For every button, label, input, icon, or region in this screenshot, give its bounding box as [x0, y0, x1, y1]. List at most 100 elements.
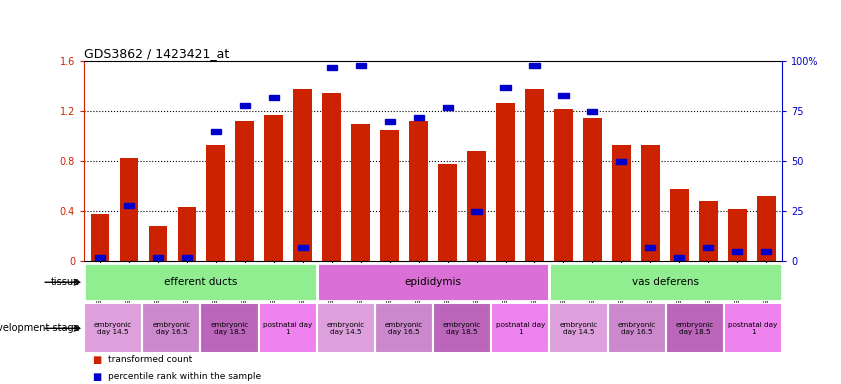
Bar	[84, 303, 142, 353]
Bar	[549, 303, 607, 353]
Bar	[724, 303, 782, 353]
Bar	[84, 263, 317, 301]
Text: ■: ■	[93, 355, 102, 365]
Bar	[727, 209, 747, 261]
Bar	[294, 89, 312, 261]
Bar	[607, 303, 666, 353]
Bar	[269, 95, 279, 100]
Text: embryonic
day 14.5: embryonic day 14.5	[327, 322, 365, 335]
Text: embryonic
day 18.5: embryonic day 18.5	[676, 322, 714, 335]
Bar	[235, 121, 254, 261]
Bar	[124, 203, 134, 208]
Bar	[491, 303, 549, 353]
Bar	[549, 303, 607, 353]
Bar	[264, 115, 283, 261]
Bar	[207, 145, 225, 261]
Bar	[317, 263, 549, 301]
Text: efferent ducts: efferent ducts	[164, 277, 237, 287]
Bar	[587, 109, 597, 114]
Bar	[182, 255, 192, 260]
Bar	[433, 303, 491, 353]
Bar	[317, 303, 375, 353]
Text: embryonic
day 18.5: embryonic day 18.5	[210, 322, 249, 335]
Bar	[666, 303, 724, 353]
Bar	[525, 89, 544, 261]
Bar	[554, 109, 573, 261]
Bar	[724, 303, 782, 353]
Bar	[322, 93, 341, 261]
Bar	[641, 145, 659, 261]
Bar	[674, 255, 685, 260]
Text: epididymis: epididymis	[405, 277, 462, 287]
Bar	[259, 303, 317, 353]
Bar	[645, 245, 655, 250]
Bar	[200, 303, 259, 353]
Bar	[549, 263, 782, 301]
Bar	[583, 118, 602, 261]
Bar	[666, 303, 724, 353]
Bar	[84, 263, 317, 301]
Bar	[616, 159, 627, 164]
Text: embryonic
day 16.5: embryonic day 16.5	[385, 322, 423, 335]
Bar	[375, 303, 433, 353]
Text: postnatal day
1: postnatal day 1	[495, 322, 545, 335]
Bar	[670, 189, 689, 261]
Bar	[91, 214, 109, 261]
Bar	[317, 303, 375, 353]
Bar	[761, 249, 771, 253]
Bar	[500, 85, 510, 90]
Bar	[142, 303, 200, 353]
Bar	[612, 145, 631, 261]
Text: percentile rank within the sample: percentile rank within the sample	[108, 372, 261, 381]
Bar	[326, 65, 336, 70]
Bar	[607, 303, 666, 353]
Bar	[384, 119, 394, 124]
Bar	[472, 209, 482, 214]
Bar	[240, 103, 250, 108]
Bar	[177, 207, 196, 261]
Bar	[733, 249, 743, 253]
Bar	[410, 121, 428, 261]
Bar	[530, 63, 540, 68]
Bar	[703, 245, 713, 250]
Text: embryonic
day 16.5: embryonic day 16.5	[152, 322, 190, 335]
Text: transformed count: transformed count	[108, 355, 192, 364]
Text: embryonic
day 18.5: embryonic day 18.5	[443, 322, 481, 335]
Bar	[496, 103, 515, 261]
Bar	[119, 157, 139, 261]
Bar	[149, 226, 167, 261]
Bar	[211, 129, 221, 134]
Bar	[352, 124, 370, 261]
Text: embryonic
day 14.5: embryonic day 14.5	[559, 322, 598, 335]
Text: postnatal day
1: postnatal day 1	[728, 322, 778, 335]
Bar	[414, 115, 424, 120]
Bar	[298, 245, 308, 250]
Text: development stage: development stage	[0, 323, 80, 333]
Bar	[95, 255, 105, 260]
Text: tissue: tissue	[50, 277, 80, 287]
Bar	[467, 151, 486, 261]
Text: postnatal day
1: postnatal day 1	[263, 322, 312, 335]
Bar	[380, 130, 399, 261]
Bar	[356, 63, 366, 68]
Bar	[153, 255, 163, 260]
Bar	[442, 105, 452, 110]
Bar	[558, 93, 569, 98]
Text: embryonic
day 16.5: embryonic day 16.5	[617, 322, 656, 335]
Text: ■: ■	[93, 372, 102, 382]
Bar	[84, 303, 142, 353]
Bar	[259, 303, 317, 353]
Bar	[142, 303, 200, 353]
Bar	[549, 263, 782, 301]
Bar	[699, 201, 717, 261]
Text: embryonic
day 14.5: embryonic day 14.5	[94, 322, 132, 335]
Bar	[200, 303, 259, 353]
Text: GDS3862 / 1423421_at: GDS3862 / 1423421_at	[84, 47, 230, 60]
Bar	[317, 263, 549, 301]
Text: vas deferens: vas deferens	[632, 277, 700, 287]
Bar	[438, 164, 457, 261]
Bar	[375, 303, 433, 353]
Bar	[757, 196, 775, 261]
Bar	[433, 303, 491, 353]
Bar	[491, 303, 549, 353]
